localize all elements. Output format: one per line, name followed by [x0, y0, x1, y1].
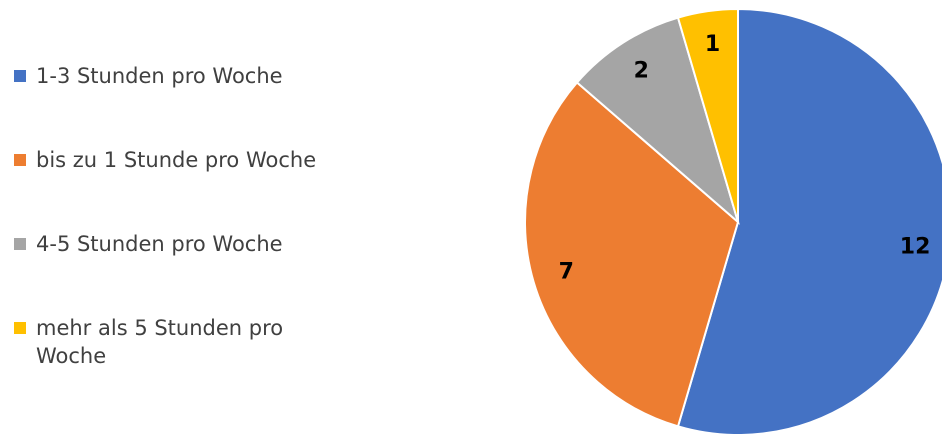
legend: 1-3 Stunden pro Woche bis zu 1 Stunde pro… [14, 62, 344, 398]
legend-item: 1-3 Stunden pro Woche [14, 62, 344, 146]
legend-label: mehr als 5 Stunden pro Woche [36, 316, 284, 368]
data-label: 1 [705, 32, 720, 57]
legend-label: bis zu 1 Stunde pro Woche [36, 148, 317, 172]
data-label: 7 [559, 259, 574, 284]
data-label: 2 [634, 58, 649, 83]
legend-label: 1-3 Stunden pro Woche [36, 64, 283, 88]
data-label: 12 [900, 234, 931, 259]
pie-slice [524, 81, 740, 428]
pie-slice [676, 7, 739, 223]
legend-swatch [14, 238, 26, 250]
legend-swatch [14, 70, 26, 82]
pie-slice [676, 7, 942, 434]
legend-label: 4-5 Stunden pro Woche [36, 232, 283, 256]
legend-swatch [14, 322, 26, 334]
pie-slice [575, 16, 740, 225]
legend-item: 4-5 Stunden pro Woche [14, 230, 344, 314]
legend-item: bis zu 1 Stunde pro Woche [14, 146, 344, 230]
legend-item: mehr als 5 Stunden pro Woche [14, 314, 344, 398]
legend-swatch [14, 154, 26, 166]
